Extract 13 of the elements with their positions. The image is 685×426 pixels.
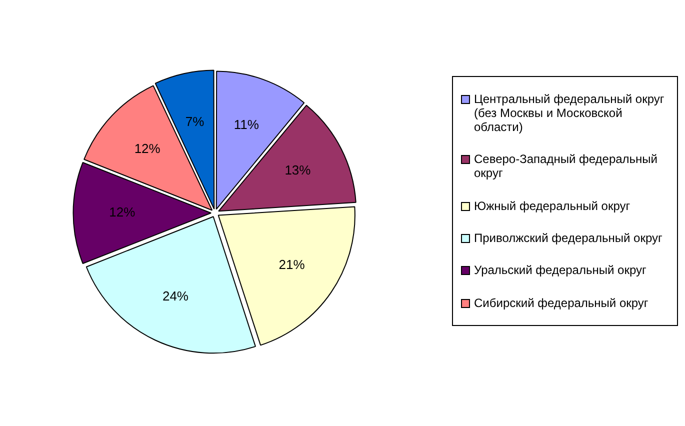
- legend-label: Приволжский федеральный округ: [474, 231, 662, 246]
- legend-label: Центральный федеральный округ (без Москвы и Московской области): [474, 92, 666, 134]
- data-label: 12%: [134, 141, 161, 156]
- data-label: 21%: [278, 256, 306, 272]
- legend-label: Сибирский федеральный округ: [474, 296, 648, 310]
- data-label: 24%: [162, 288, 189, 304]
- legend-label: Южный федеральный округ: [474, 198, 630, 213]
- data-label: 11%: [234, 117, 260, 132]
- legend-label: Северо-Западный федеральный округ: [474, 152, 658, 180]
- data-label: 12%: [109, 204, 136, 220]
- data-label: 7%: [185, 114, 205, 129]
- data-label: 13%: [284, 162, 312, 178]
- legend-label: Уральский федеральный округ: [474, 263, 646, 278]
